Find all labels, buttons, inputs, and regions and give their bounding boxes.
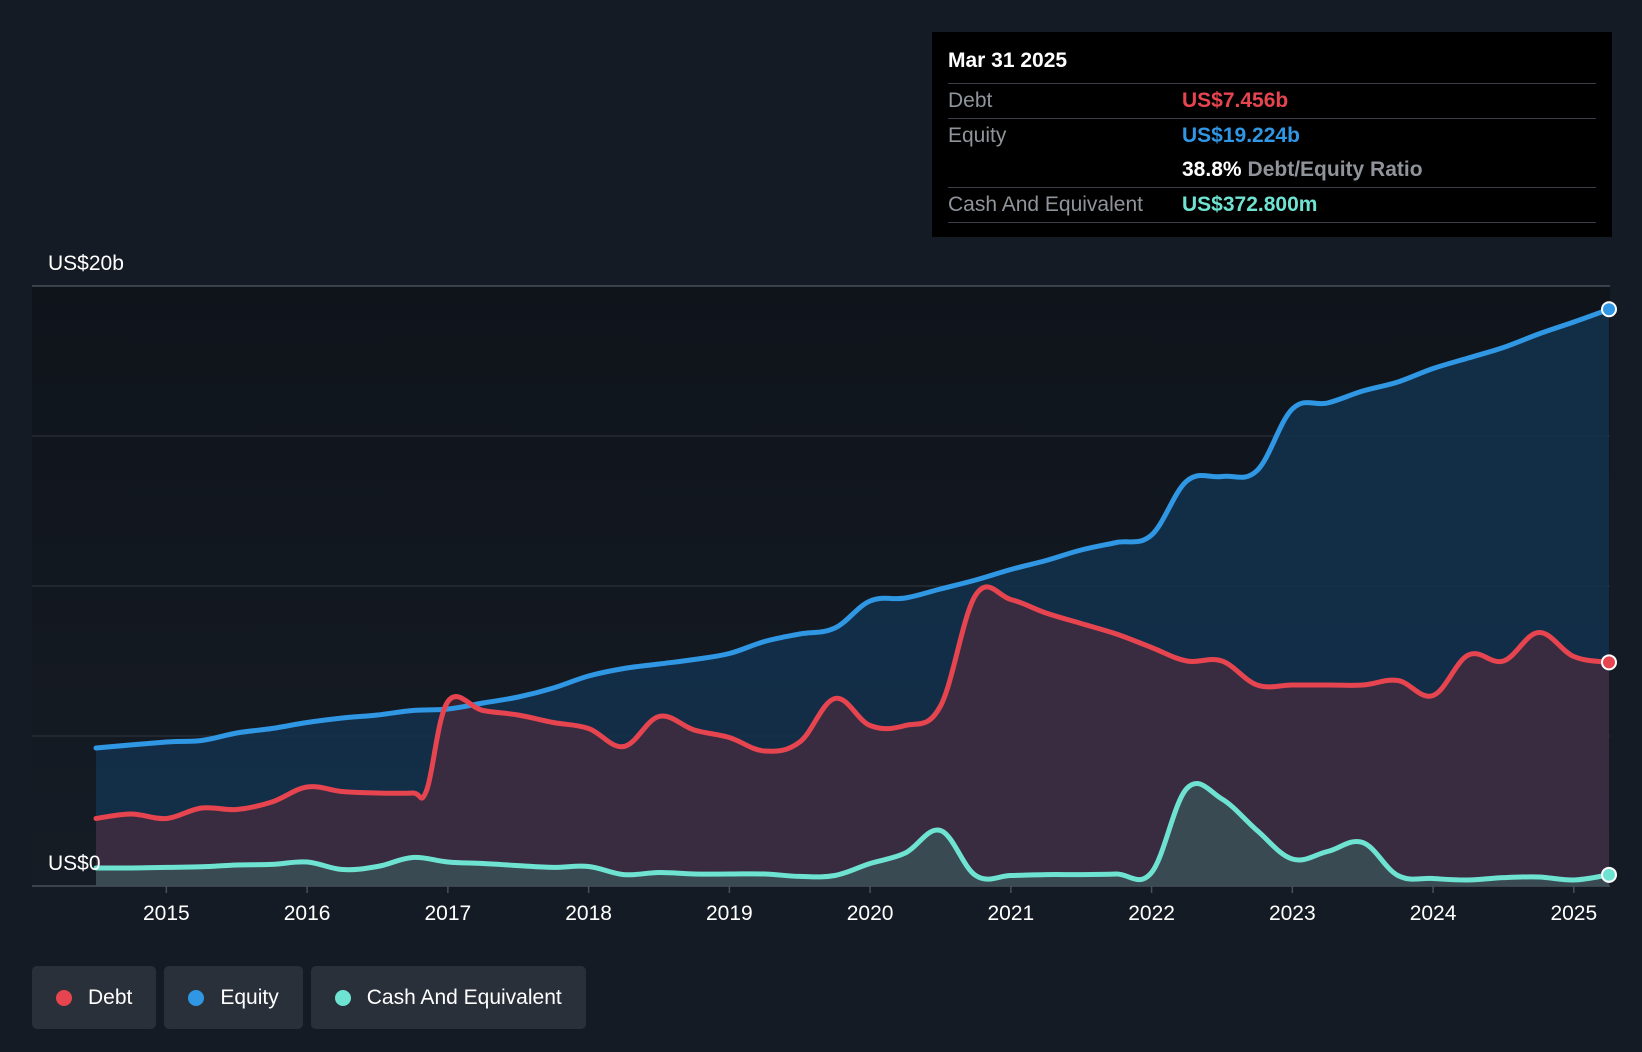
area-fills [96,309,1609,886]
tooltip-debt-label: Debt [948,89,993,112]
tooltip-equity-label: Equity [948,124,1007,147]
y-tick-label: US$0 [48,852,101,875]
tooltip-date: Mar 31 2025 [948,49,1068,72]
series-lines [93,306,1612,883]
x-tick-label: 2022 [1128,902,1175,925]
chart-legend: Debt Equity Cash And Equivalent [32,966,586,1029]
end-marker-cash-and-equivalent [1601,866,1617,883]
legend-dot-cash [334,989,351,1006]
tooltip-ratio-value: 38.8% [1182,158,1242,181]
x-tick-label: 2020 [847,902,894,925]
tooltip-row-debt: Debt US$7.456b [948,83,1596,118]
tooltip-row-ratio: 38.8% Debt/Equity Ratio [948,153,1596,187]
legend-item-cash[interactable]: Cash And Equivalent [310,966,586,1029]
legend-dot-equity [188,989,205,1006]
tooltip-cash-label: Cash And Equivalent [948,193,1143,216]
legend-label-equity: Equity [220,985,279,1009]
area-debt [96,586,1609,886]
area-cash-and-equivalent [96,783,1609,886]
line-debt [93,584,1612,822]
tooltip-panel: Mar 31 2025 Debt US$7.456b Equity US$19.… [932,32,1612,237]
axes: 2015 2016 2017 2018 2019 2020 2021 2022 2023 2024… [48,252,1597,925]
tooltip-row-cash: Cash And Equivalent US$372.800m [948,187,1596,223]
line-cash-and-equivalent [93,781,1612,883]
tooltip-row-equity: Equity US$19.224b [948,118,1596,153]
x-tick-label: 2023 [1269,902,1316,925]
tooltip-equity-value: US$19.224b [1182,124,1300,147]
legend-label-debt: Debt [88,985,133,1009]
x-tick-label: 2015 [143,902,190,925]
tooltip-cash-value: US$372.800m [1182,193,1318,216]
x-tick-label: 2016 [284,902,331,925]
x-tick-label: 2019 [706,902,753,925]
end-marker-debt [1601,654,1617,671]
legend-item-debt[interactable]: Debt [32,966,157,1029]
legend-item-equity[interactable]: Equity [164,966,303,1029]
y-tick-label: US$20b [48,252,124,275]
x-tick-label: 2017 [425,902,472,925]
x-tick-label: 2025 [1550,902,1597,925]
end-markers [1601,301,1617,883]
legend-label-cash: Cash And Equivalent [366,985,562,1009]
tooltip-ratio-label: Debt/Equity Ratio [1247,158,1423,181]
tooltip-debt-value: US$7.456b [1182,89,1289,112]
line-equity [93,306,1612,751]
x-tick-label: 2018 [565,902,612,925]
legend-dot-debt [56,989,72,1006]
end-marker-equity [1601,301,1617,318]
x-tick-label: 2021 [987,902,1034,925]
x-tick-label: 2024 [1410,902,1457,925]
